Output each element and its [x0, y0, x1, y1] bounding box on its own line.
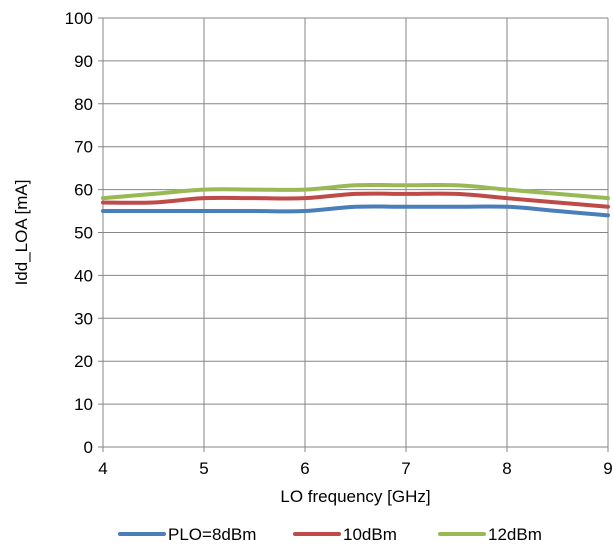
- x-tick-label: 9: [603, 459, 612, 478]
- legend-label: 12dBm: [488, 525, 542, 544]
- series-line-2: [101, 191, 610, 209]
- legend-entry: 10dBm: [293, 525, 397, 544]
- y-tick-label: 70: [74, 138, 93, 157]
- y-tick-label: 20: [74, 352, 93, 371]
- y-tick-label: 90: [74, 52, 93, 71]
- series-line-1: [101, 204, 610, 218]
- x-tick-label: 7: [401, 459, 410, 478]
- x-tick-label: 8: [502, 459, 511, 478]
- y-tick-label: 60: [74, 181, 93, 200]
- x-axis-title: LO frequency [GHz]: [280, 487, 430, 506]
- y-tick-label: 10: [74, 395, 93, 414]
- series-lines: [101, 182, 610, 218]
- y-tick-label: 0: [84, 438, 93, 457]
- x-tick-label: 6: [300, 459, 309, 478]
- y-axis-ticks: 0 10 20 30 40 50 60 70 80 90 100: [65, 9, 93, 457]
- y-tick-label: 40: [74, 266, 93, 285]
- x-axis-ticks: 4 5 6 7 8 9: [98, 459, 612, 478]
- legend-entry: PLO=8dBm: [118, 525, 256, 544]
- legend: PLO=8dBm 10dBm 12dBm: [118, 525, 542, 544]
- legend-label: PLO=8dBm: [168, 525, 256, 544]
- x-tick-label: 4: [98, 459, 107, 478]
- y-axis-title: Idd_LOA [mA]: [12, 180, 31, 286]
- y-tick-label: 30: [74, 309, 93, 328]
- y-tick-label: 100: [65, 9, 93, 28]
- x-tick-label: 5: [199, 459, 208, 478]
- y-tick-label: 50: [74, 224, 93, 243]
- legend-label: 10dBm: [343, 525, 397, 544]
- grid: [98, 17, 609, 452]
- series-line-3: [101, 182, 610, 201]
- legend-entry: 12dBm: [438, 525, 542, 544]
- y-tick-label: 80: [74, 95, 93, 114]
